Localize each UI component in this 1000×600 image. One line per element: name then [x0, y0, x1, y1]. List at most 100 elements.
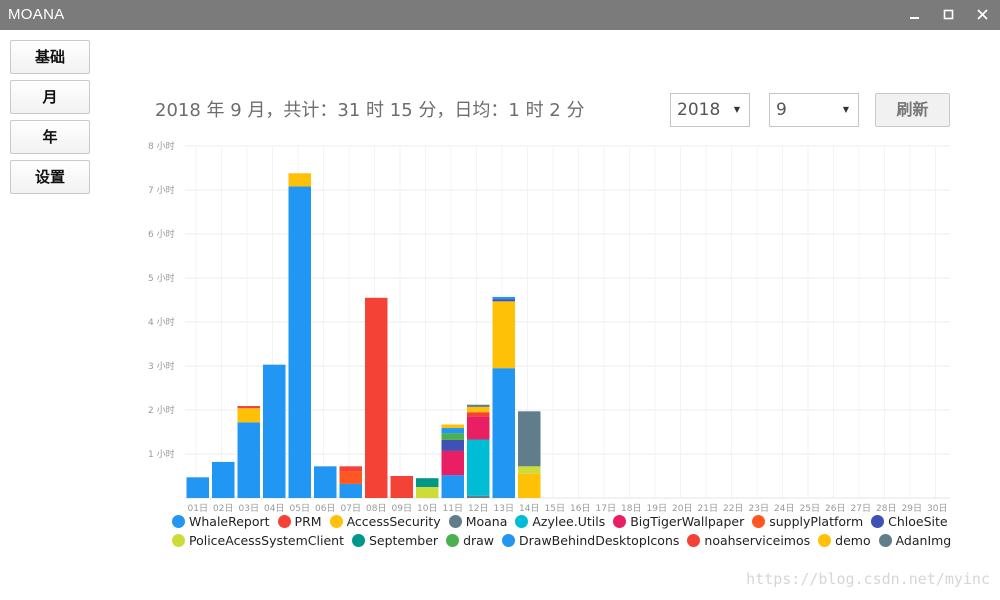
close-icon [977, 9, 988, 20]
y-tick-label: 1 小时 [148, 448, 175, 460]
title-bar: MOANA [0, 0, 1000, 30]
year-select[interactable]: 2018 ▼ [670, 93, 750, 127]
close-button[interactable] [966, 0, 1000, 30]
month-select[interactable]: 9 ▼ [769, 93, 859, 127]
x-tick-label: 20日 [672, 503, 692, 514]
nav-settings-button[interactable]: 设置 [10, 160, 90, 194]
bar-segment [467, 495, 490, 498]
legend-dot-icon [277, 515, 291, 528]
bar-segment [467, 404, 490, 407]
legend-item[interactable]: ChloeSite [871, 514, 948, 529]
bar-segment [492, 296, 515, 300]
legend-item[interactable]: PoliceAcessSystemClient [172, 533, 344, 548]
legend-dot-icon [446, 534, 460, 547]
x-tick-label: 08日 [366, 503, 386, 514]
legend-item[interactable]: DrawBehindDesktopIcons [502, 533, 679, 548]
y-tick-label: 6 小时 [148, 228, 175, 240]
x-tick-label: 11日 [443, 503, 463, 514]
legend-item[interactable]: demo [818, 533, 871, 548]
bar-segment [186, 477, 209, 498]
legend-dot-icon [871, 515, 885, 528]
legend-dot-icon [818, 534, 832, 547]
refresh-button[interactable]: 刷新 [875, 93, 950, 127]
y-tick-label: 8 小时 [148, 140, 175, 152]
x-tick-label: 06日 [315, 503, 335, 514]
legend-item[interactable]: Moana [448, 514, 507, 529]
bar-segment [314, 466, 337, 498]
x-tick-label: 07日 [341, 503, 361, 514]
legend-label: demo [835, 533, 871, 548]
legend-item[interactable]: WhaleReport [172, 514, 270, 529]
bar-segment [390, 476, 413, 498]
legend-dot-icon [351, 534, 365, 547]
x-tick-label: 09日 [392, 503, 412, 514]
bar-segment [492, 301, 515, 369]
year-select-value: 2018 [677, 100, 721, 120]
legend-dot-icon [448, 515, 462, 528]
legend-item[interactable]: Azylee.Utils [515, 514, 605, 529]
legend-dot-icon [172, 515, 185, 528]
x-tick-label: 15日 [545, 503, 565, 514]
bar-segment [288, 186, 311, 499]
x-tick-label: 25日 [800, 503, 820, 514]
bar-segment [339, 483, 362, 498]
bar-segment [441, 424, 464, 429]
legend-dot-icon [878, 534, 892, 547]
legend-dot-icon [329, 515, 343, 528]
nav-year-button[interactable]: 年 [10, 120, 90, 154]
bar-segment [212, 461, 235, 498]
x-tick-label: 28日 [876, 503, 896, 514]
x-tick-label: 13日 [494, 503, 514, 514]
bar-segment [492, 299, 515, 302]
month-summary-text: 2018 年 9 月，共计：31 时 15 分，日均：1 时 2 分 [155, 100, 585, 121]
bar-segment [237, 408, 260, 423]
legend-item[interactable]: supplyPlatform [752, 514, 863, 529]
legend-item[interactable]: PRM [277, 514, 322, 529]
maximize-button[interactable] [932, 0, 966, 30]
legend-item[interactable]: AdanImg [878, 533, 952, 548]
legend-label: Azylee.Utils [532, 514, 606, 529]
x-tick-label: 26日 [825, 503, 845, 514]
bar-segment [441, 433, 464, 440]
bar-segment [416, 487, 439, 498]
nav-month-button[interactable]: 月 [10, 80, 90, 114]
legend-label: draw [463, 533, 495, 548]
legend-label: WhaleReport [189, 514, 270, 529]
legend-label: AdanImg [895, 533, 952, 548]
legend-item[interactable]: draw [446, 533, 494, 548]
legend-row: PoliceAcessSystemClient September draw Draw… [172, 533, 959, 548]
month-select-value: 9 [776, 100, 787, 120]
bar-segment [416, 478, 439, 487]
legend-label: PRM [294, 514, 322, 529]
window-title: MOANA [8, 6, 65, 23]
bar-segment [518, 411, 541, 467]
bar-segment [237, 422, 260, 498]
legend-item[interactable]: noahserviceimos [687, 533, 810, 548]
x-tick-label: 02日 [213, 503, 233, 514]
nav-basic-button[interactable]: 基础 [10, 40, 90, 74]
x-tick-label: 22日 [723, 503, 743, 514]
minimize-icon [910, 17, 919, 19]
legend-dot-icon [752, 515, 766, 528]
minimize-button[interactable] [898, 0, 932, 30]
legend-item[interactable]: AccessSecurity [329, 514, 441, 529]
legend-dot-icon [687, 534, 701, 547]
bar-segment [339, 471, 362, 484]
legend-label: supplyPlatform [769, 514, 864, 529]
legend-item[interactable]: September [351, 533, 438, 548]
legend-label: ChloeSite [888, 514, 948, 529]
x-tick-label: 19日 [647, 503, 667, 514]
bar-segment [492, 368, 515, 498]
x-tick-label: 01日 [188, 503, 208, 514]
x-tick-label: 18日 [621, 503, 641, 514]
x-tick-label: 14日 [519, 503, 539, 514]
legend-item[interactable]: BigTigerWallpaper [613, 514, 744, 529]
x-tick-label: 16日 [570, 503, 590, 514]
x-tick-label: 03日 [239, 503, 259, 514]
x-tick-label: 05日 [290, 503, 310, 514]
x-tick-label: 27日 [851, 503, 871, 514]
x-tick-label: 30日 [927, 503, 947, 514]
bar-segment [467, 439, 490, 496]
legend-label: AccessSecurity [346, 514, 441, 529]
x-tick-label: 10日 [417, 503, 437, 514]
